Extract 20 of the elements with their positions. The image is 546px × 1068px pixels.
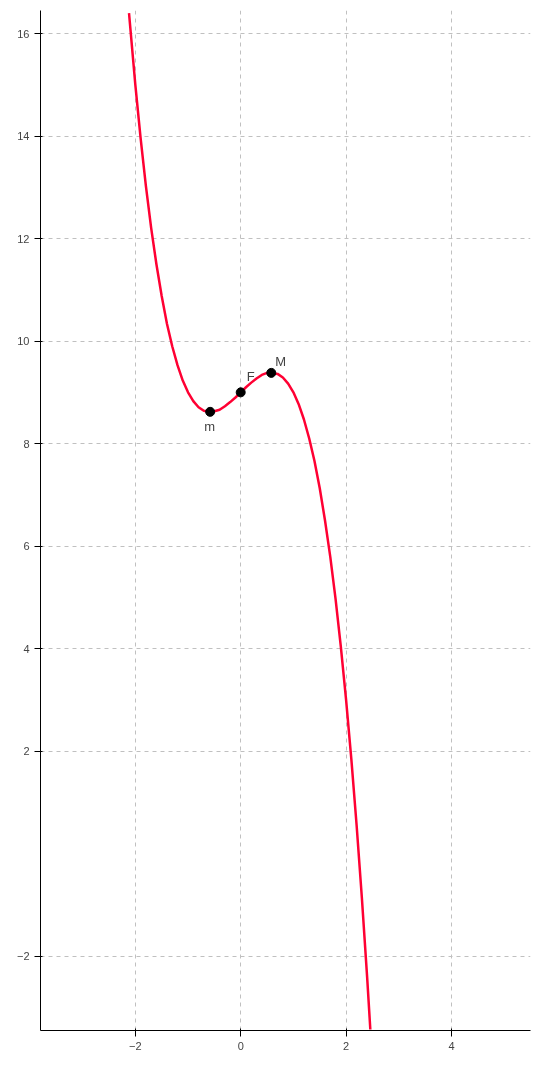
y-tick-label: 10 [17, 335, 30, 348]
y-tick-label: −2 [16, 950, 30, 963]
y-tick-label: 14 [17, 130, 30, 143]
y-tick-label: 8 [23, 437, 30, 450]
y-tick-label: 6 [23, 540, 30, 553]
x-tick-label: 0 [237, 1039, 244, 1052]
annotation: F [246, 369, 255, 385]
y-tick-label: 12 [17, 232, 30, 245]
y-tick-label: 16 [17, 27, 30, 40]
annotation: m [204, 418, 215, 434]
point [235, 387, 246, 398]
point [205, 406, 216, 417]
point [266, 367, 277, 378]
line-series [127, 11, 372, 1031]
annotation: M [275, 353, 287, 369]
x-tick-label: 2 [343, 1039, 350, 1052]
y-tick-label: 4 [23, 642, 30, 655]
y-tick-label: 2 [23, 745, 30, 758]
x-tick-label: −2 [129, 1039, 142, 1052]
x-tick-label: 4 [448, 1039, 455, 1052]
